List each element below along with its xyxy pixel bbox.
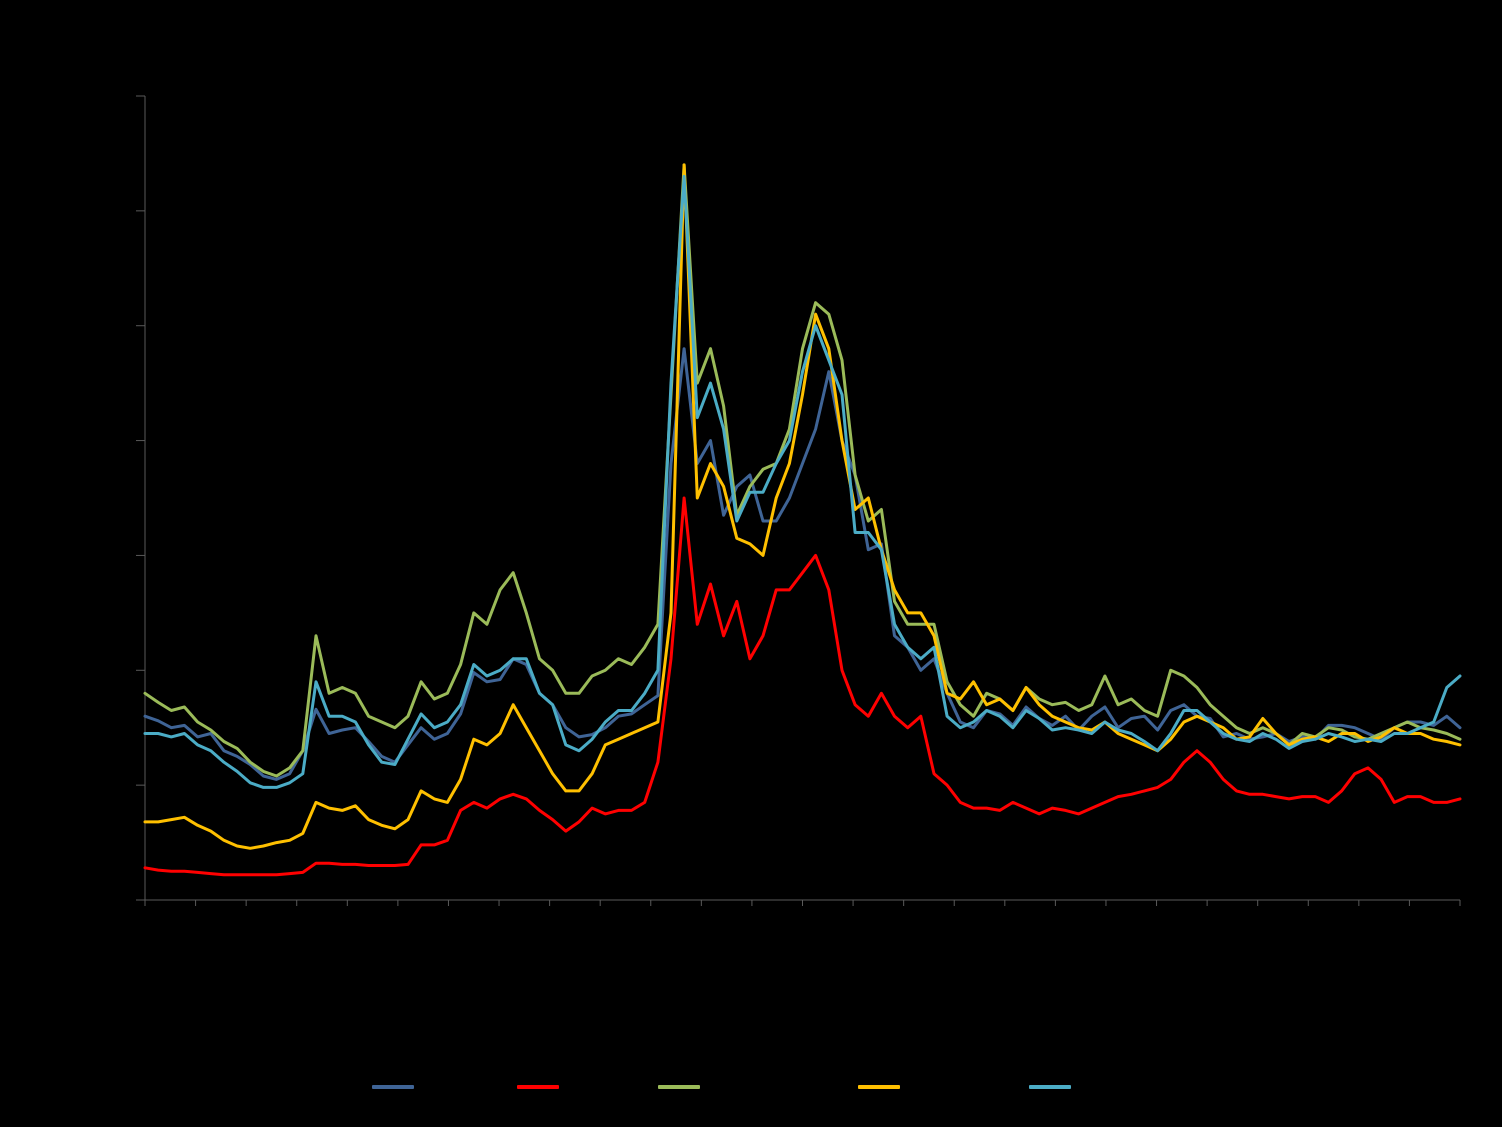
series-line-5 — [143, 174, 1462, 789]
legend-swatch — [1029, 1085, 1071, 1089]
series-line-2 — [143, 496, 1462, 877]
legend-item — [658, 1072, 708, 1102]
legend — [0, 1072, 1502, 1102]
axes — [136, 95, 1461, 906]
legend-item — [1029, 1072, 1079, 1102]
legend-item — [372, 1072, 422, 1102]
legend-swatch — [658, 1085, 700, 1089]
legend-item — [858, 1072, 908, 1102]
legend-swatch — [858, 1085, 900, 1089]
series-line-4 — [143, 163, 1462, 850]
legend-swatch — [517, 1085, 559, 1089]
series-layer — [143, 163, 1462, 877]
legend-item — [517, 1072, 567, 1102]
series-line-3 — [143, 163, 1462, 778]
legend-swatch — [372, 1085, 414, 1089]
